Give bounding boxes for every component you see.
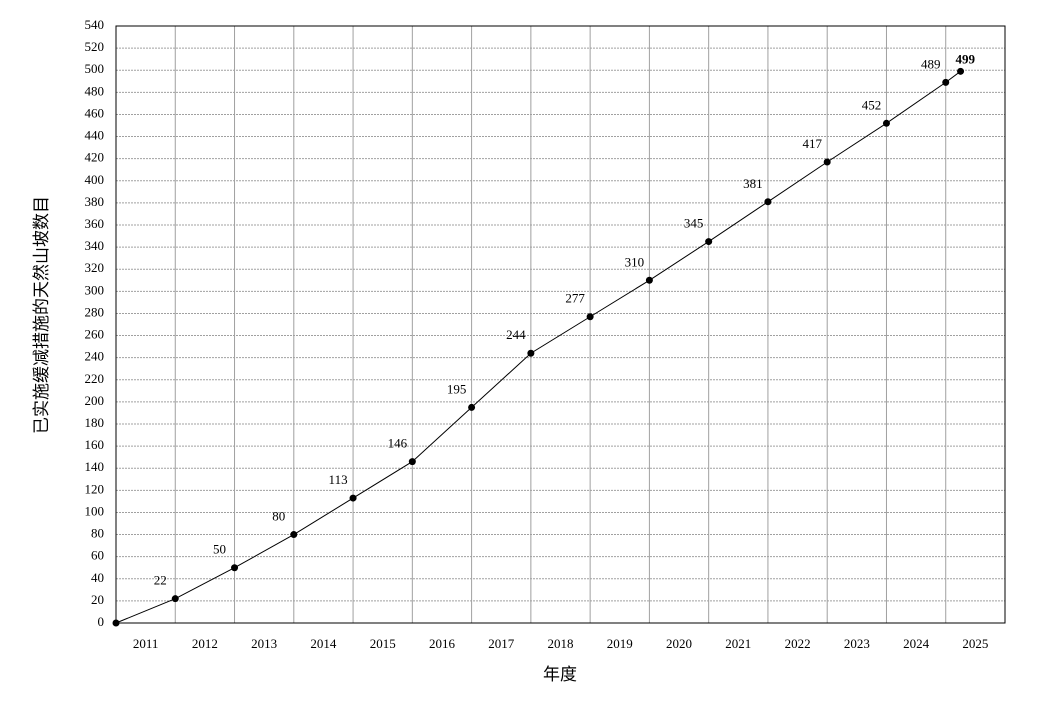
y-tick-label: 100 [85,503,105,518]
plot-border [115,25,1006,624]
plot-area [116,26,1005,623]
y-tick-label: 320 [85,260,105,275]
x-tick-label: 2013 [251,636,277,651]
y-tick-label: 300 [85,282,105,297]
y-tick-label: 260 [85,327,105,342]
data-label: 417 [802,136,822,151]
point [290,531,298,539]
y-tick-label: 400 [85,172,105,187]
x-tick-label: 2020 [666,636,692,651]
data-label: 80 [272,509,285,524]
point [823,158,831,166]
y-tick-label: 340 [85,238,105,253]
x-tick-label: 2015 [370,636,396,651]
point [942,78,950,86]
data-label: 489 [921,56,941,71]
y-tick-label: 540 [85,17,105,32]
data-label: 50 [213,542,226,557]
y-tick-label: 200 [85,393,105,408]
point [468,403,476,411]
point [231,564,239,572]
y-tick-label: 420 [85,150,105,165]
data-label: 499 [956,51,976,66]
x-tick-label: 2014 [310,636,337,651]
data-label: 345 [684,216,704,231]
y-tick-label: 360 [85,216,105,231]
x-axis-title: 年度 [543,665,577,685]
point [957,67,965,75]
data-label: 22 [154,573,167,588]
y-tick-label: 440 [85,128,105,143]
y-tick-label: 20 [91,592,104,607]
point [171,595,179,603]
point [349,494,357,502]
point [586,313,594,321]
line [115,70,961,624]
data-label: 195 [447,381,467,396]
y-tick-label: 480 [85,83,105,98]
y-tick-label: 220 [85,371,105,386]
point [645,276,653,284]
y-tick-label: 520 [85,39,105,54]
x-tick-label: 2024 [903,636,930,651]
point [112,619,120,627]
point [527,349,535,357]
point [408,458,416,466]
y-tick-label: 0 [98,614,105,629]
y-tick-label: 460 [85,105,105,120]
x-tick-label: 2017 [488,636,515,651]
data-label: 381 [743,176,763,191]
data-label: 244 [506,327,526,342]
x-tick-label: 2012 [192,636,218,651]
y-tick-label: 120 [85,481,105,496]
y-tick-label: 180 [85,415,105,430]
y-tick-label: 40 [91,570,104,585]
x-tick-label: 2019 [607,636,633,651]
point [882,119,890,127]
x-tick-label: 2021 [725,636,751,651]
y-axis-title: 已实施缓减措施的天然山坡数目 [32,196,52,434]
x-tick-label: 2023 [844,636,870,651]
x-tick-label: 2016 [429,636,456,651]
x-tick-label: 2011 [133,636,159,651]
y-tick-label: 500 [85,61,105,76]
data-label: 310 [625,254,645,269]
y-tick-label: 80 [91,526,104,541]
data-label: 452 [862,97,882,112]
point [705,238,713,246]
data-label: 146 [388,436,408,451]
y-tick-label: 160 [85,437,105,452]
point [764,198,772,206]
x-tick-label: 2025 [962,636,988,651]
y-tick-label: 380 [85,194,105,209]
y-tick-label: 240 [85,349,105,364]
data-label: 113 [329,472,348,487]
x-tick-label: 2022 [785,636,811,651]
y-tick-label: 280 [85,304,105,319]
x-tick-label: 2018 [548,636,574,651]
y-tick-label: 60 [91,548,104,563]
y-tick-label: 140 [85,459,105,474]
data-label: 277 [565,291,585,306]
